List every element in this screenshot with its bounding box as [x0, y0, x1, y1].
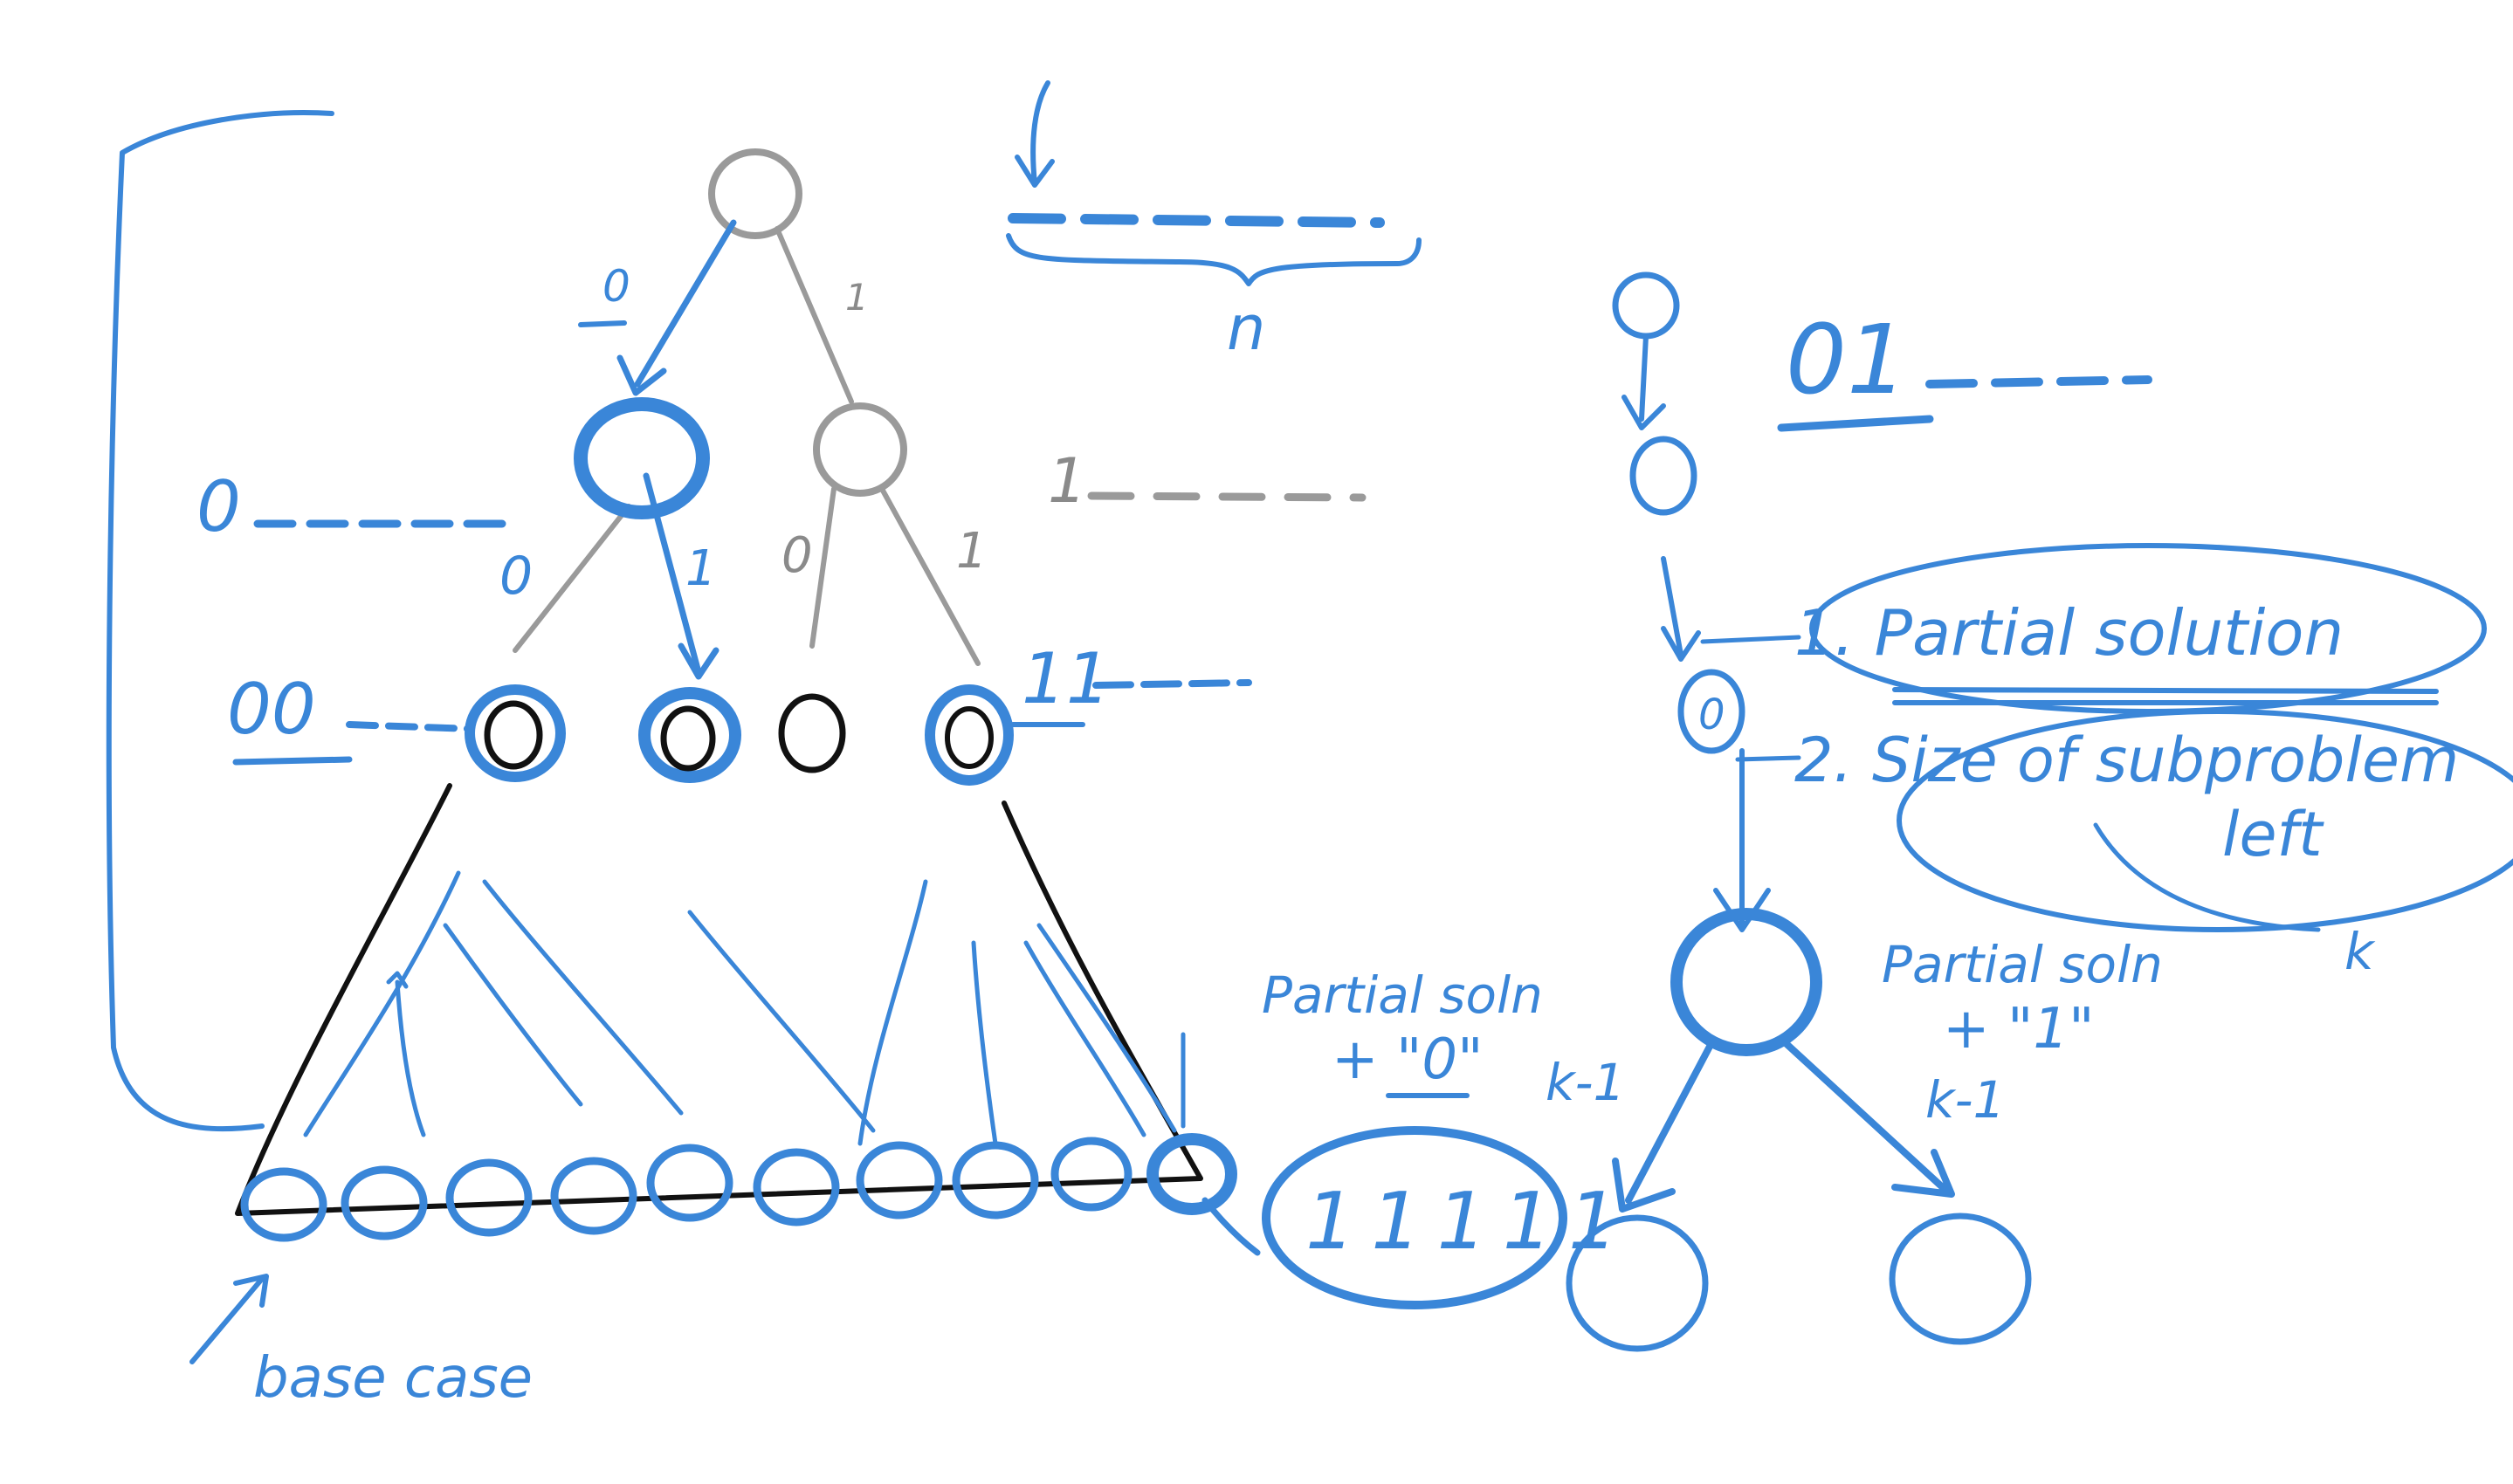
child-node-right [1889, 1213, 2032, 1345]
tree-edge-right-0 [809, 486, 837, 649]
string-arrow [1015, 80, 1055, 188]
tree-edge-left-blue [634, 219, 737, 388]
small-arrow-3 [1713, 748, 1771, 932]
k-minus-1-right: k-1 [1925, 1070, 2005, 1130]
partial-soln-0-line1: Partial soln [1262, 965, 1543, 1025]
leaf-node [550, 1157, 637, 1235]
sub-label-left-0: 0 [499, 546, 533, 607]
current-node [1670, 908, 1822, 1056]
string-brace [1006, 233, 1422, 286]
prefix-00-label: 00 [227, 669, 316, 750]
subtree-paths [303, 870, 1186, 1146]
tree-edge-right-1 [879, 486, 981, 666]
prefix-0-label: 0 [196, 466, 241, 547]
node-01 [638, 687, 741, 783]
partial-soln-1-line2: + "1" [1943, 997, 2095, 1061]
item-1-underline [1892, 687, 2439, 705]
leaf-node [240, 1167, 327, 1242]
leaf-nodes [240, 1133, 1237, 1242]
k-minus-1-left: k-1 [1546, 1053, 1625, 1112]
leaf-bits-connector [1201, 1197, 1261, 1256]
arrowhead-left-1 [678, 642, 719, 680]
sub-label-right-0: 0 [781, 527, 813, 584]
base-case-label: base case [253, 1346, 533, 1411]
node-01-inner [660, 705, 716, 772]
base-case-arrow [189, 1274, 269, 1364]
prefix-01-underline [1777, 415, 1934, 432]
small-node-3-label: 0 [1698, 690, 1725, 739]
prefix-01-dashes [1925, 375, 2152, 388]
leaf-node [646, 1144, 733, 1222]
arrowhead-left [616, 354, 667, 396]
child-node-left [1566, 1214, 1709, 1352]
leaf-bits-label: 11111 [1305, 1176, 1634, 1268]
small-node-2 [1629, 436, 1697, 516]
item-1-circle [1809, 543, 2487, 714]
leaf-node [856, 1141, 943, 1219]
leaf-node [445, 1158, 533, 1237]
k-label: k [2344, 922, 2376, 981]
prefix-00-underline [232, 756, 353, 766]
string-length-label: n [1227, 292, 1265, 364]
small-root-node [1612, 271, 1680, 340]
edge-label-left: 0 [602, 261, 630, 312]
partial-soln-1-line1: Partial soln [1882, 935, 2163, 994]
prefix-01-label: 01 [1786, 304, 1908, 416]
item-2-circle [1897, 709, 2513, 932]
prefix-11-dashes [1092, 679, 1252, 689]
node-11 [925, 684, 1014, 786]
leaf-node [1050, 1137, 1133, 1212]
tree-edge-left-0 [513, 504, 631, 653]
item-2-line1: 2. Size of subproblem [1794, 725, 2459, 796]
prefix-00-dashes [346, 721, 475, 732]
edge-label-left-underline [578, 320, 627, 327]
sub-label-right-1: 1 [956, 523, 988, 580]
node-11-inner [945, 706, 994, 769]
sub-label-left-1: 1 [685, 540, 717, 597]
tree-root-node [708, 148, 802, 239]
small-arrow-1 [1621, 333, 1666, 430]
small-node-3 [1677, 669, 1745, 754]
current-edge-right [1782, 1040, 1955, 1198]
item-2-line2: left [2222, 799, 2324, 870]
leaf-bits-blob [1262, 1126, 1567, 1309]
leaf-node-highlighted [1146, 1133, 1237, 1215]
subtree-triangle [235, 783, 1203, 1216]
string-dashes [1008, 213, 1385, 228]
current-edge-left [1612, 1040, 1715, 1213]
leaf-node [341, 1165, 428, 1240]
left-bracket [106, 110, 334, 1132]
small-arrow-2 [1661, 556, 1701, 662]
tree-edge-left-1-blue [643, 472, 702, 676]
leaf-node [952, 1141, 1039, 1219]
node-10 [778, 693, 846, 773]
tree-right-child-node [813, 402, 907, 497]
item-1-label: 1. Partial solution [1794, 596, 2344, 670]
prefix-1-dashes [1087, 491, 1367, 502]
partial-soln-0-line2: + "0" [1332, 1027, 1484, 1092]
prefix-11-label: 11 [1022, 638, 1111, 719]
item-2-pointer [1735, 755, 1801, 762]
tree-edge-right [775, 226, 854, 404]
gray-binary-tree [513, 148, 981, 666]
tree-left-child-node [574, 397, 710, 519]
leaf-node [753, 1148, 840, 1226]
node-00-inner [484, 700, 543, 770]
node-00 [465, 684, 566, 782]
edge-label-right: 1 [845, 276, 869, 319]
k-pointer-line [2093, 822, 2321, 932]
prefix-1-label: 1 [1048, 445, 1087, 517]
item-1-pointer [1700, 635, 1801, 644]
